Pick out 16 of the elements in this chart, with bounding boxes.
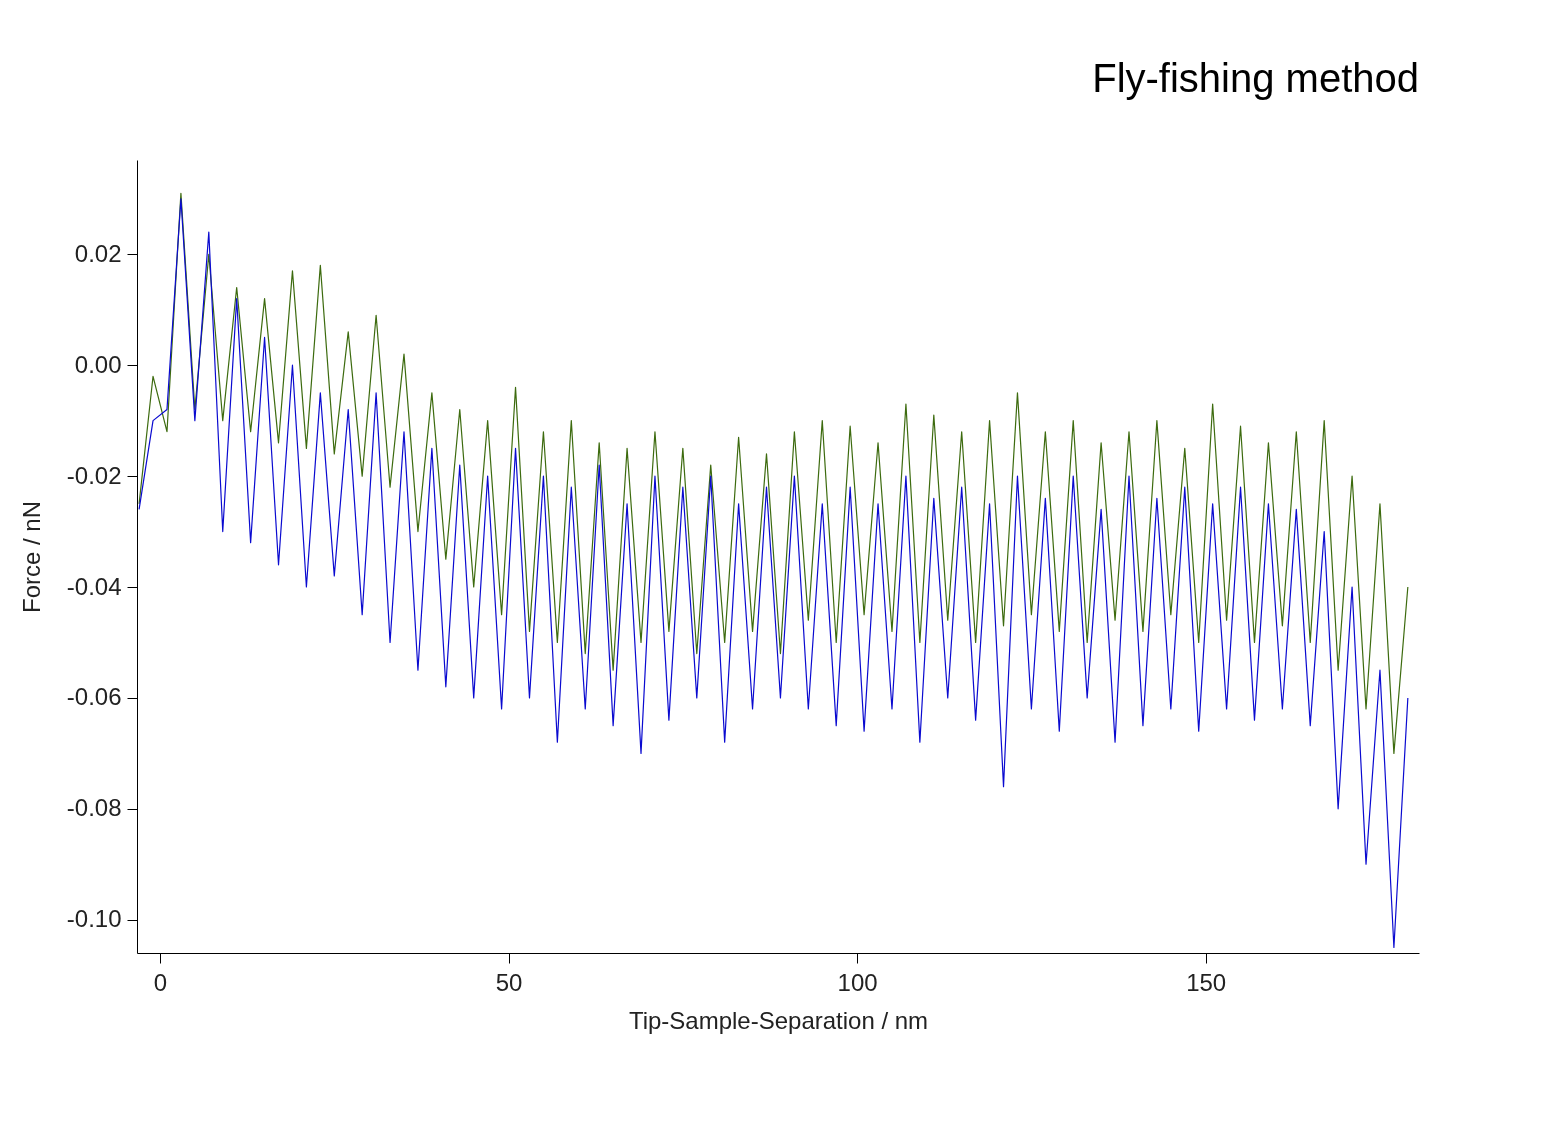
y-tick-label: 0.02 xyxy=(74,239,122,267)
line-series xyxy=(138,192,1409,754)
x-axis-title: Tip-Sample-Separation / nm xyxy=(628,1006,929,1034)
x-tick-label: 150 xyxy=(1186,968,1227,996)
line-series xyxy=(138,198,1409,949)
y-tick-label: -0.04 xyxy=(66,572,122,600)
y-tick-label: -0.08 xyxy=(66,794,122,822)
x-tick-label: 0 xyxy=(153,968,168,996)
y-tick-label: -0.10 xyxy=(66,905,122,933)
y-tick-label: -0.02 xyxy=(66,461,122,489)
y-axis-title: Force / nN xyxy=(17,500,45,614)
y-tick-label: -0.06 xyxy=(66,683,122,711)
x-tick-label: 50 xyxy=(495,968,523,996)
chart-title: Fly-fishing method xyxy=(1092,56,1419,100)
x-tick-label: 100 xyxy=(837,968,878,996)
y-tick-label: 0.00 xyxy=(74,350,122,378)
